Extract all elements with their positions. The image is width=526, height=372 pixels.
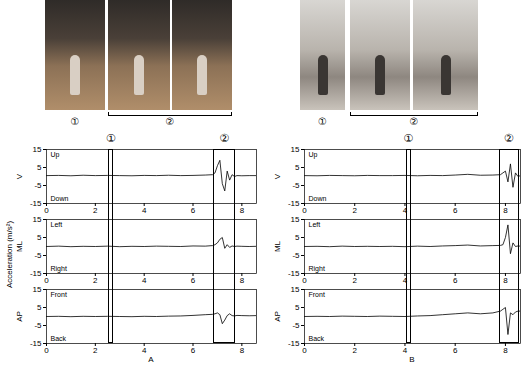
html-text:①: ① [318, 116, 327, 127]
svg-text:-15: -15 [288, 339, 300, 348]
svg-text:0: 0 [44, 206, 49, 215]
svg-text:5: 5 [295, 303, 300, 312]
html-text:①: ① [403, 132, 414, 145]
svg-text:AP: AP [15, 311, 24, 322]
svg-text:5: 5 [37, 163, 42, 172]
svg-text:4: 4 [142, 276, 147, 285]
svg-text:Up: Up [309, 151, 318, 159]
svg-text:Right: Right [309, 265, 325, 273]
svg-text:2: 2 [353, 206, 358, 215]
svg-text:Down: Down [51, 195, 69, 202]
svg-text:15: 15 [33, 215, 42, 224]
svg-text:6: 6 [453, 276, 458, 285]
svg-text:-5: -5 [292, 181, 300, 190]
svg-text:4: 4 [142, 206, 147, 215]
html-text:A: A [148, 355, 154, 364]
svg-text:-5: -5 [34, 321, 42, 330]
svg-text:Right: Right [51, 265, 67, 273]
svg-text:0: 0 [302, 206, 307, 215]
svg-text:6: 6 [453, 346, 458, 355]
svg-text:-15: -15 [30, 269, 42, 278]
svg-text:8: 8 [503, 276, 508, 285]
svg-text:Front: Front [309, 291, 325, 298]
svg-text:Up: Up [51, 151, 60, 159]
svg-text:ML: ML [15, 240, 24, 252]
html-text:②: ② [165, 116, 175, 127]
svg-text:-5: -5 [34, 251, 42, 260]
svg-text:Down: Down [309, 195, 327, 202]
svg-text:8: 8 [503, 346, 508, 355]
svg-text:-15: -15 [288, 199, 300, 208]
html-text:①: ① [70, 116, 80, 127]
svg-text:5: 5 [295, 233, 300, 242]
svg-text:5: 5 [295, 163, 300, 172]
svg-text:-5: -5 [292, 321, 300, 330]
svg-text:0: 0 [44, 276, 49, 285]
svg-text:2: 2 [353, 346, 358, 355]
svg-text:4: 4 [402, 276, 408, 286]
svg-text:Left: Left [51, 221, 63, 228]
svg-text:2: 2 [353, 276, 358, 285]
svg-text:6: 6 [191, 346, 196, 355]
svg-text:0: 0 [44, 346, 49, 355]
svg-text:5: 5 [37, 233, 42, 242]
svg-text:6: 6 [453, 206, 458, 215]
svg-text:6: 6 [191, 206, 196, 215]
svg-text:0: 0 [302, 276, 307, 285]
svg-text:15: 15 [291, 215, 300, 224]
svg-text:-5: -5 [292, 251, 300, 260]
svg-text:V: V [273, 173, 282, 179]
html-text:Acceleration (m/s²): Acceleration (m/s²) [4, 220, 14, 289]
svg-text:Left: Left [309, 221, 321, 228]
svg-text:V: V [15, 173, 24, 179]
html-text:B: B [409, 355, 415, 364]
svg-text:AP: AP [273, 311, 282, 322]
svg-text:Back: Back [309, 335, 325, 342]
svg-text:-15: -15 [288, 269, 300, 278]
svg-text:4: 4 [402, 206, 408, 216]
svg-text:6: 6 [191, 276, 196, 285]
svg-text:8: 8 [240, 206, 245, 215]
svg-text:ML: ML [273, 240, 282, 252]
svg-text:-15: -15 [30, 339, 42, 348]
svg-text:Back: Back [51, 335, 67, 342]
html-text:②: ② [219, 132, 230, 145]
svg-text:8: 8 [503, 206, 508, 215]
svg-text:-15: -15 [30, 199, 42, 208]
svg-text:15: 15 [291, 285, 300, 294]
svg-text:15: 15 [33, 285, 42, 294]
svg-text:15: 15 [33, 145, 42, 154]
svg-text:2: 2 [93, 346, 98, 355]
svg-text:4: 4 [403, 346, 408, 355]
html-text:②: ② [503, 132, 514, 145]
svg-text:2: 2 [93, 206, 98, 215]
svg-text:8: 8 [240, 346, 245, 355]
html-text:②: ② [409, 116, 419, 127]
svg-text:4: 4 [142, 346, 147, 355]
html-text:①: ① [105, 132, 116, 145]
svg-text:15: 15 [291, 145, 300, 154]
svg-text:Front: Front [51, 291, 67, 298]
svg-text:8: 8 [240, 276, 245, 285]
svg-text:0: 0 [302, 346, 307, 355]
svg-text:5: 5 [37, 303, 42, 312]
svg-text:-5: -5 [34, 181, 42, 190]
svg-text:2: 2 [93, 276, 98, 285]
